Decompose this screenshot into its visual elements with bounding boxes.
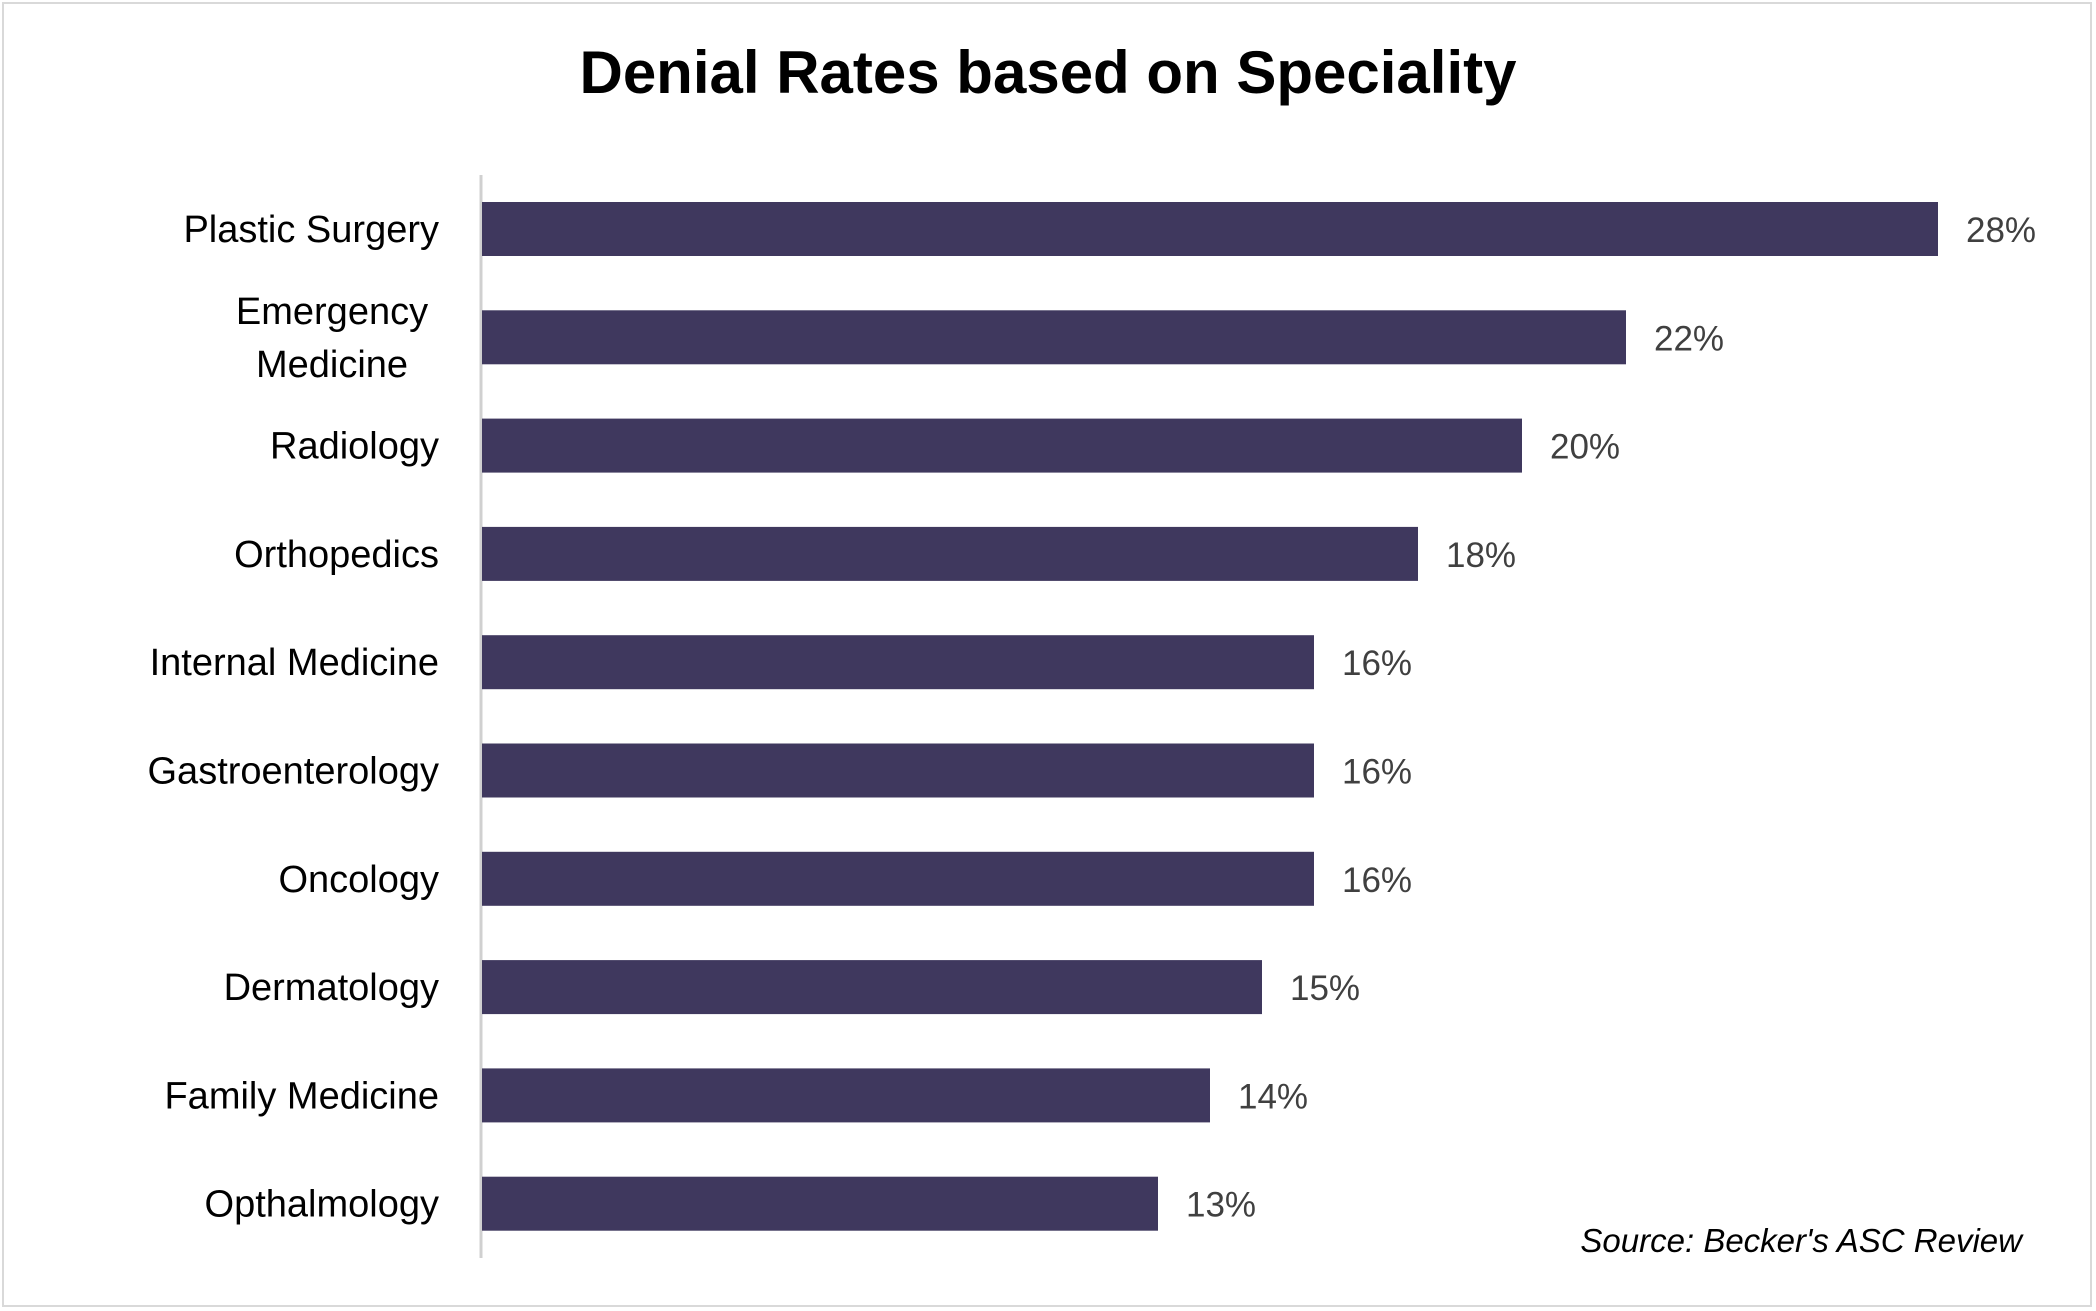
bar <box>482 635 1314 690</box>
data-label: 16% <box>1342 753 1412 792</box>
category-label: Plastic Surgery <box>183 209 439 251</box>
bar <box>482 1176 1158 1231</box>
bar <box>482 526 1418 581</box>
data-label: 15% <box>1290 969 1360 1008</box>
category-label: Gastroenterology <box>148 751 440 793</box>
category-label: Internal Medicine <box>150 642 439 684</box>
bar <box>482 1068 1210 1123</box>
bar <box>482 851 1314 906</box>
category-label: Dermatology <box>224 967 439 1009</box>
data-label: 20% <box>1550 428 1620 467</box>
data-label: 13% <box>1186 1186 1256 1225</box>
chart-title: Denial Rates based on Speciality <box>579 39 1517 106</box>
data-label: 22% <box>1654 319 1724 358</box>
data-label: 14% <box>1238 1077 1308 1116</box>
bar <box>482 310 1626 365</box>
category-label-line: Emergency <box>236 291 428 333</box>
bar <box>482 743 1314 798</box>
data-label: 28% <box>1966 211 2036 250</box>
category-label: Opthalmology <box>205 1184 439 1226</box>
bar <box>482 202 1938 256</box>
category-label: Oncology <box>278 859 439 901</box>
data-label: 16% <box>1342 644 1412 683</box>
category-label: Family Medicine <box>164 1075 439 1117</box>
category-label-line: Medicine <box>256 344 408 386</box>
bar <box>482 418 1522 473</box>
data-label: 18% <box>1446 536 1516 575</box>
category-label: Orthopedics <box>234 534 439 576</box>
source-note: Source: Becker's ASC Review <box>1580 1222 2022 1259</box>
bar <box>482 960 1262 1015</box>
category-label: Emergency Medicine <box>236 291 428 386</box>
category-label: Radiology <box>270 426 439 468</box>
data-label: 16% <box>1342 861 1412 900</box>
